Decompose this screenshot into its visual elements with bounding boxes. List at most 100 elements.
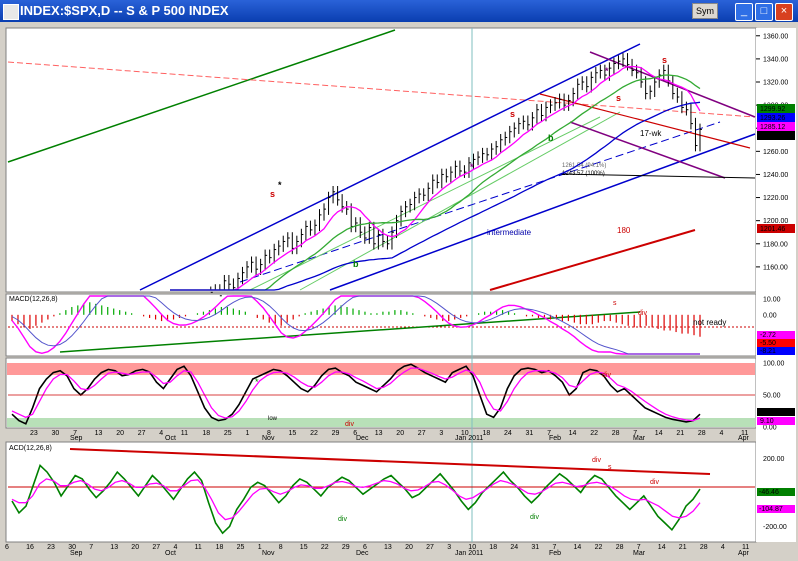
x-tick-label: 14 [569,430,577,437]
x-tick-label: 22 [310,430,318,437]
acd-x-tick-label: 11 [742,544,749,551]
stochastic-tag-value: 9.10 [760,418,774,425]
acd-x-month-label: Feb [549,550,561,557]
acd-tick-label: -200.00 [763,524,787,531]
x-tick-label: 30 [52,430,60,437]
minimize-button[interactable]: _ [735,3,753,21]
price-marker: s [616,93,621,103]
x-tick-label: 15 [289,430,297,437]
acd-label: ACD(12,26,8) [9,445,52,452]
x-month-label: Oct [165,435,176,442]
acd-x-tick-label: 22 [595,544,603,551]
price-bars [170,53,702,297]
acd-x-tick-label: 31 [531,544,539,551]
price-marker: * [605,66,609,76]
price-tag-value: 1293.26 [760,115,785,122]
x-month-label: Nov [262,435,275,442]
acd-x-tick-label: 4 [174,544,178,551]
sym-button[interactable]: Sym [692,3,718,19]
stochastic-axis: 100.00 50.00 0.00 [763,361,785,432]
acd-x-tick-label: 11 [195,544,202,551]
x-tick-label: 8 [267,430,271,437]
price-marker: b [353,259,359,269]
price-tick-label: 1220.00 [763,195,788,202]
acd-tick-label: 200.00 [763,456,785,463]
macd-tag-value: -5.50 [760,340,776,347]
acd-panel [5,441,757,543]
price-tick-label: 1240.00 [763,172,788,179]
acd-x-tick-label: 15 [300,544,308,551]
label-acd-div-3: div [592,457,601,464]
price-tag [757,224,795,233]
acd-x-tick-label: 14 [658,544,666,551]
price-tag-value: 1299.92 [760,106,785,113]
acd-line [11,478,701,521]
close-button[interactable]: × [775,3,793,21]
acd-x-month-label: Jan 2011 [455,550,483,557]
x-tick-label: 1 [246,430,250,437]
macd-panel [5,293,757,357]
price-tick-label: 1360.00 [763,33,788,40]
macd-histogram [11,295,701,355]
acd-x-tick-label: 8 [279,544,283,551]
acd-x-month-label: Apr [738,550,750,557]
acd-x-tick-label: 18 [489,544,497,551]
label-macd-div: div [638,310,647,317]
x-month-label: Feb [549,435,561,442]
acd-x-tick-label: 24 [510,544,518,551]
price-panel [5,27,757,293]
stochastic-lines [8,363,755,425]
macd-signal-line [11,295,700,355]
stochastic-line [11,367,701,422]
x-tick-label: 11 [181,430,188,437]
macd-axis: 10.00 0.00 [763,297,781,320]
label-intermediate: intermediate [487,228,532,237]
stochastic-tick-label: 50.00 [763,393,781,400]
macd-trendline [59,311,641,353]
label-stoch-star: * [255,377,259,387]
acd-x-tick-label: 3 [447,544,451,551]
price-marker: b [548,133,554,143]
acd-x-tick-label: 29 [342,544,350,551]
maximize-button[interactable]: □ [755,3,773,21]
price-tag-value: 1279.20 [760,133,785,140]
macd-tick-label: 0.00 [763,312,777,319]
x-tick-label: 28 [612,430,620,437]
macd-tag [757,331,795,339]
moving-average-line [170,101,701,291]
acd-x-tick-label: 21 [679,544,687,551]
acd-x-tick-label: 7 [637,544,641,551]
acd-tag-value: -104.87 [759,506,783,513]
x-tick-label: 18 [202,430,210,437]
price-trendlines [7,29,756,291]
macd-label: MACD(12,26,8) [9,296,58,303]
acd-x-tick-label: 30 [68,544,76,551]
x-tick-label: 27 [418,430,426,437]
label-fib-941: 1261.54 (94.1%) [562,163,606,169]
price-tick-label: 1200.00 [763,218,788,225]
label-low: low [268,416,278,422]
title-bar[interactable]: INDEX:$SPX,D -- S & P 500 INDEX Sym _ □ … [0,0,798,22]
price-marker: * [470,162,474,172]
price-tag-value: 1201.46 [760,226,785,233]
x-tick-label: 4 [159,430,163,437]
stochastic-tag [757,417,795,425]
acd-x-tick-label: 6 [363,544,367,551]
acd-x-tick-label: 10 [468,544,476,551]
x-month-label: Mar [633,435,646,442]
acd-x-tick-label: 4 [721,544,725,551]
x-axis: 23 30 7 13 20 27 4 11 18 25 1 8 15 22 29 6 13 20 27 3 10 18 24… [30,430,750,442]
label-17wk: 17-wk [640,129,662,138]
macd-tag [757,347,795,355]
x-month-label: Apr [738,435,750,442]
label-180: 180 [617,226,631,235]
macd-tag-value: -8.21 [760,348,776,355]
acd-x-tick-label: 22 [321,544,329,551]
x-tick-label: 13 [375,430,383,437]
stochastic-line [11,363,701,425]
x-tick-label: 13 [95,430,103,437]
acd-x-tick-label: 20 [405,544,413,551]
acd-x-month-label: Dec [356,550,369,557]
x-tick-label: 3 [439,430,443,437]
price-marker: * [278,180,282,190]
